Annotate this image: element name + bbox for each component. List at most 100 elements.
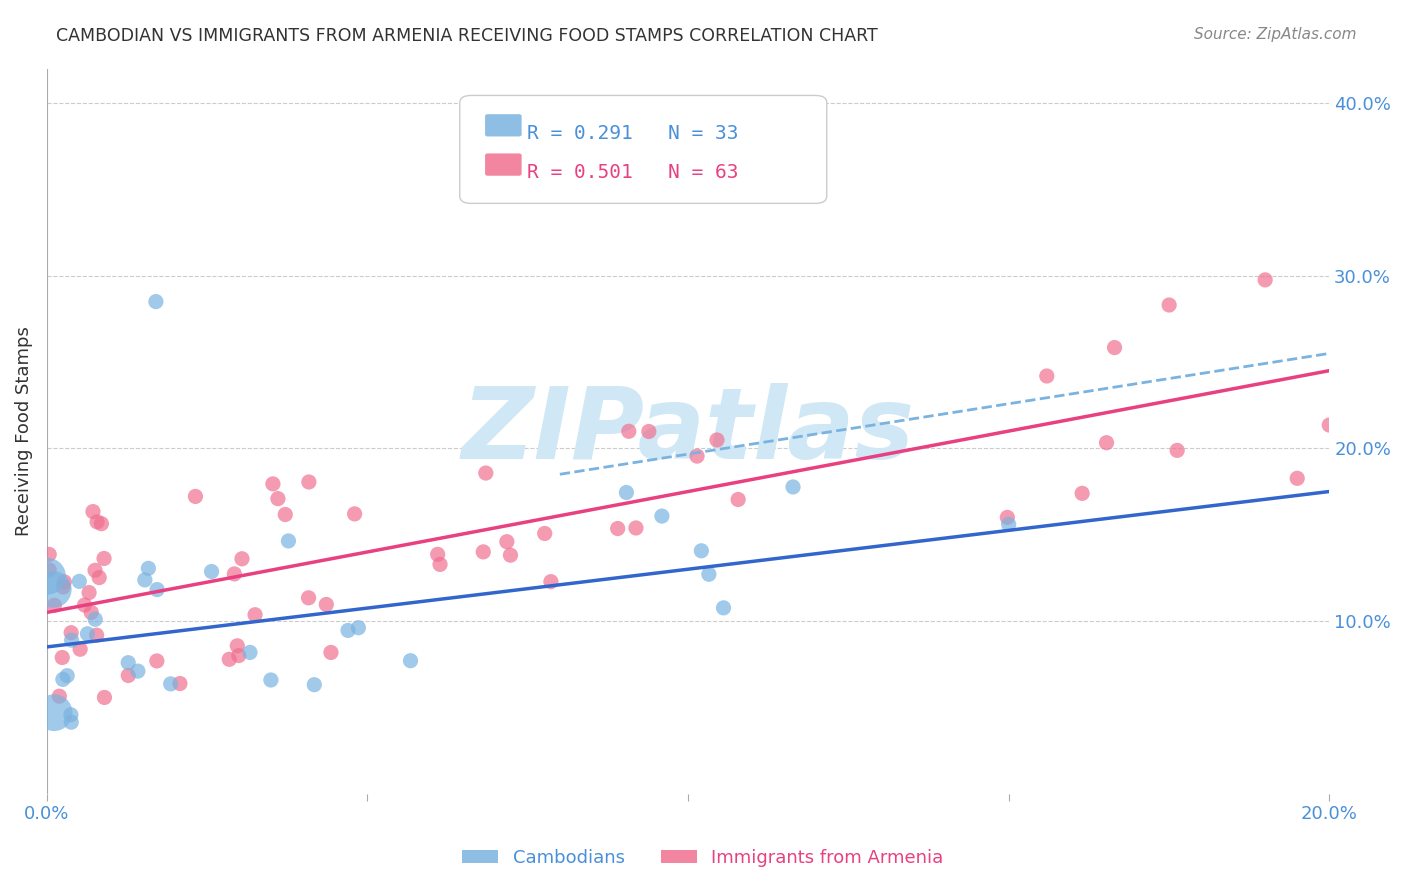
- Point: [319, 645, 342, 659]
- Point: [56, 668, 79, 682]
- Point: [73, 598, 96, 612]
- Point: [53, 574, 76, 589]
- Point: [637, 425, 659, 439]
- Point: [84, 563, 107, 577]
- Point: [297, 591, 319, 605]
- Text: ZIPatlas: ZIPatlas: [461, 383, 915, 480]
- Point: [304, 678, 326, 692]
- Point: [42, 582, 65, 597]
- Point: [231, 551, 253, 566]
- Point: [429, 558, 451, 572]
- Point: [84, 612, 107, 626]
- Point: [117, 656, 139, 670]
- Text: Source: ZipAtlas.com: Source: ZipAtlas.com: [1194, 27, 1357, 42]
- Point: [1159, 298, 1181, 312]
- Point: [274, 508, 297, 522]
- Point: [86, 515, 108, 529]
- Point: [138, 561, 160, 575]
- Point: [337, 624, 360, 638]
- Point: [37, 569, 59, 583]
- Point: [499, 548, 522, 562]
- Point: [315, 598, 337, 612]
- Point: [86, 628, 108, 642]
- Y-axis label: Receiving Food Stamps: Receiving Food Stamps: [15, 326, 32, 536]
- Point: [69, 642, 91, 657]
- Legend: Cambodians, Immigrants from Armenia: Cambodians, Immigrants from Armenia: [456, 842, 950, 874]
- Point: [1286, 471, 1309, 485]
- Point: [472, 545, 495, 559]
- Point: [686, 449, 709, 463]
- Point: [93, 690, 115, 705]
- Point: [239, 645, 262, 659]
- Point: [277, 533, 299, 548]
- Point: [713, 600, 735, 615]
- Point: [1317, 418, 1340, 433]
- Point: [52, 580, 75, 594]
- Point: [343, 507, 366, 521]
- Point: [651, 509, 673, 524]
- Point: [169, 676, 191, 690]
- Point: [60, 625, 83, 640]
- Point: [42, 706, 65, 720]
- Point: [76, 627, 98, 641]
- Point: [117, 668, 139, 682]
- Point: [52, 673, 75, 687]
- Point: [127, 664, 149, 678]
- Point: [697, 567, 720, 582]
- Point: [67, 574, 90, 589]
- Point: [260, 673, 283, 687]
- Point: [1036, 369, 1059, 384]
- Point: [93, 551, 115, 566]
- Point: [475, 466, 498, 480]
- Point: [1071, 486, 1094, 500]
- Point: [997, 517, 1019, 532]
- Point: [224, 566, 246, 581]
- Point: [1104, 341, 1126, 355]
- Point: [426, 547, 449, 561]
- Point: [533, 526, 555, 541]
- Point: [1254, 273, 1277, 287]
- Point: [262, 476, 284, 491]
- Point: [51, 650, 73, 665]
- Point: [59, 707, 82, 722]
- Point: [38, 548, 60, 562]
- Point: [298, 475, 321, 489]
- Point: [159, 677, 181, 691]
- Point: [146, 654, 169, 668]
- Point: [44, 599, 66, 613]
- Point: [727, 492, 749, 507]
- Point: [184, 490, 207, 504]
- Point: [77, 585, 100, 599]
- Point: [1166, 443, 1188, 458]
- Point: [200, 565, 222, 579]
- Point: [80, 606, 103, 620]
- Point: [347, 621, 370, 635]
- Point: [48, 689, 70, 703]
- Point: [1095, 435, 1118, 450]
- Point: [226, 639, 249, 653]
- Text: CAMBODIAN VS IMMIGRANTS FROM ARMENIA RECEIVING FOOD STAMPS CORRELATION CHART: CAMBODIAN VS IMMIGRANTS FROM ARMENIA REC…: [56, 27, 877, 45]
- Point: [399, 654, 422, 668]
- Point: [243, 607, 266, 622]
- Point: [145, 294, 167, 309]
- Point: [995, 510, 1018, 524]
- Point: [617, 425, 640, 439]
- Point: [267, 491, 290, 506]
- Point: [495, 534, 517, 549]
- Text: R = 0.501   N = 63: R = 0.501 N = 63: [527, 163, 738, 182]
- Text: R = 0.291   N = 33: R = 0.291 N = 33: [527, 124, 738, 143]
- Point: [218, 652, 240, 666]
- Point: [624, 521, 647, 535]
- Point: [690, 543, 713, 558]
- Point: [134, 573, 156, 587]
- Point: [606, 522, 628, 536]
- Point: [60, 715, 83, 730]
- Point: [146, 582, 169, 597]
- Point: [616, 485, 638, 500]
- Point: [60, 633, 83, 648]
- Point: [90, 516, 112, 531]
- Point: [540, 574, 562, 589]
- Point: [38, 563, 60, 577]
- Point: [706, 433, 728, 447]
- Point: [782, 480, 804, 494]
